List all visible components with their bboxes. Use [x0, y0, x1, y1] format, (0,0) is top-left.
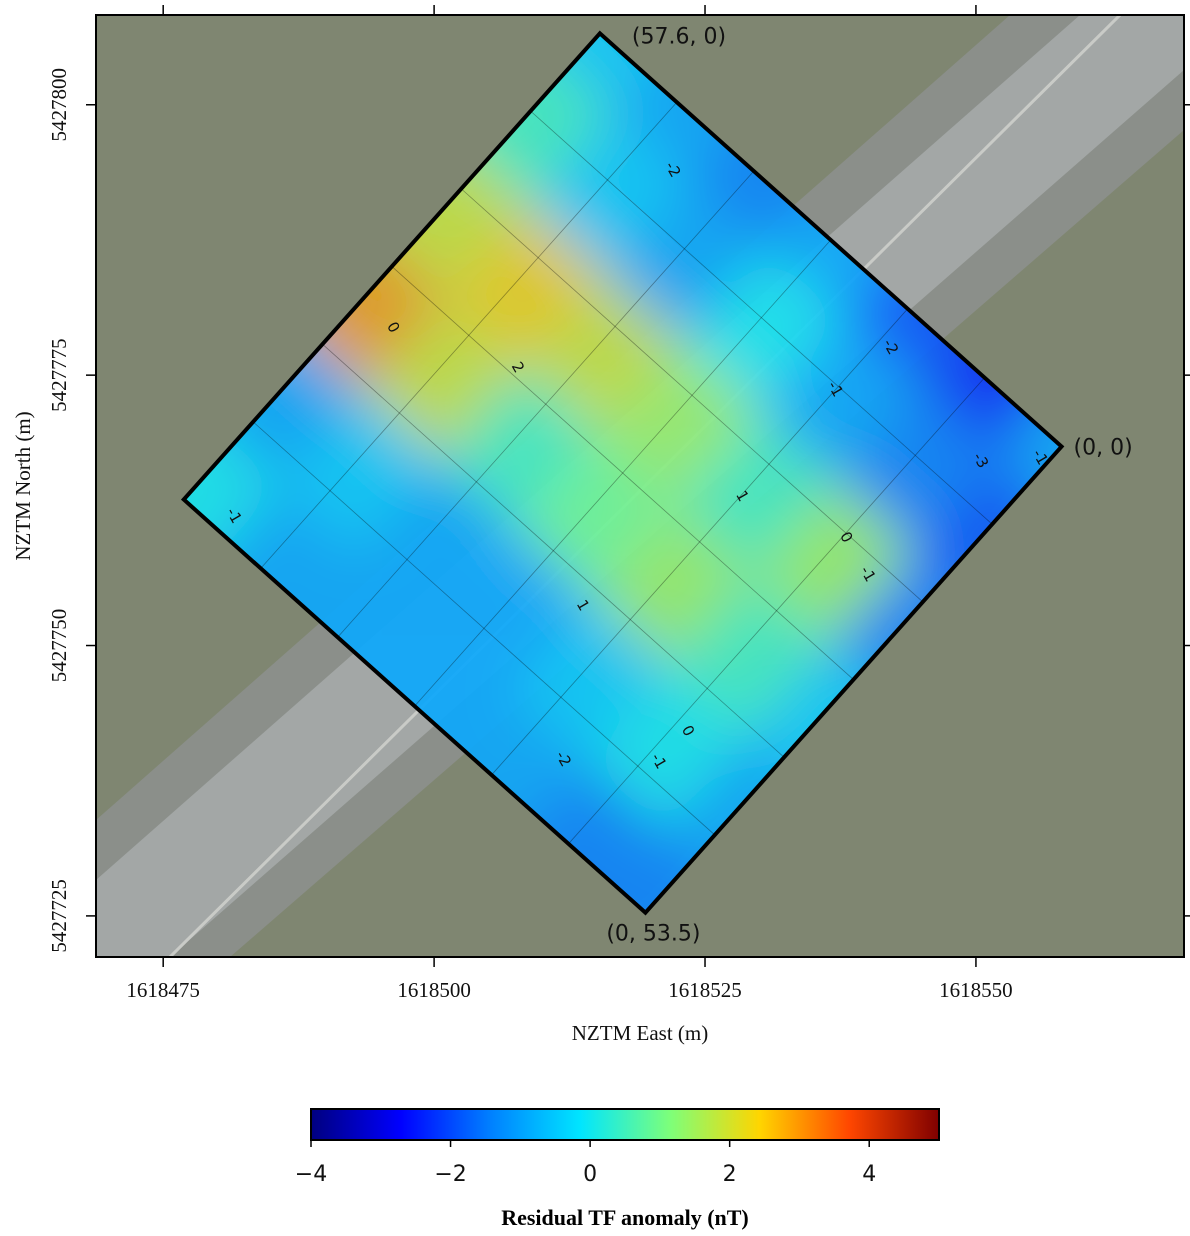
x-tick-label: 1618550 — [939, 978, 1013, 1002]
corner-label: (0, 0) — [1074, 436, 1133, 461]
corner-label: (57.6, 0) — [632, 24, 726, 49]
colorbar-tick-label: 0 — [583, 1162, 597, 1187]
y-tick-label: 5427750 — [47, 609, 71, 683]
x-tick-label: 1618525 — [668, 978, 742, 1002]
colorbar-tick-label: −2 — [434, 1162, 466, 1187]
colorbar — [311, 1109, 939, 1140]
colorbar-label: Residual TF anomaly (nT) — [501, 1205, 749, 1230]
colorbar-tick-label: 4 — [862, 1162, 876, 1187]
colorbar-tick-label: −4 — [295, 1162, 327, 1187]
x-axis-label: NZTM East (m) — [572, 1021, 708, 1045]
y-tick-label: 5427800 — [47, 68, 71, 141]
corner-label: (0, 53.5) — [606, 922, 700, 947]
colorbar-tick-label: 2 — [723, 1162, 737, 1187]
x-tick-label: 1618500 — [397, 978, 471, 1002]
y-axis-label: NZTM North (m) — [11, 411, 35, 560]
y-tick-label: 5427725 — [47, 879, 71, 953]
y-tick-label: 5427775 — [47, 338, 71, 412]
chart: NZTM East (m) NZTM North (m) Residual TF… — [0, 0, 1190, 1236]
x-tick-label: 1618475 — [126, 978, 200, 1002]
